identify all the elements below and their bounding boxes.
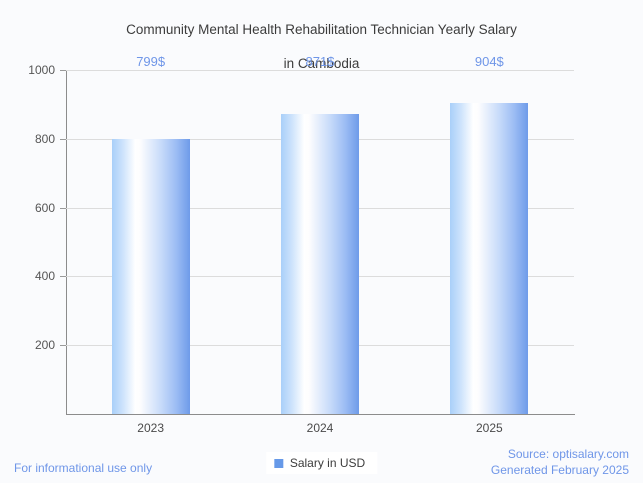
tick-mark xyxy=(60,207,66,209)
x-axis-line xyxy=(66,414,575,415)
bar-value-label: 799$ xyxy=(136,54,166,69)
source-text: Source: optisalary.com xyxy=(507,447,629,461)
y-tick-label: 400 xyxy=(34,269,55,284)
tick-mark xyxy=(60,276,66,278)
bar-value-label: 871$ xyxy=(305,54,335,69)
y-tick-label: 200 xyxy=(34,338,55,353)
bar-value-label: 904$ xyxy=(474,54,504,69)
category-label: 2025 xyxy=(475,421,503,435)
chart-title: Community Mental Health Rehabilitation T… xyxy=(0,4,643,72)
legend-label: Salary in USD xyxy=(289,456,366,470)
y-axis-line xyxy=(66,70,67,415)
legend-swatch-icon xyxy=(273,458,283,468)
y-tick-label: 1000 xyxy=(28,63,55,77)
plot-area: 200 400 600 800 1000 xyxy=(28,63,574,414)
generated-text: Generated February 2025 xyxy=(490,463,629,477)
chart-legend[interactable]: Salary in USD xyxy=(265,452,378,474)
bar[interactable] xyxy=(111,139,190,414)
gridline xyxy=(66,70,574,71)
chart-title-line1: Community Mental Health Rehabilitation T… xyxy=(126,22,517,37)
tick-mark xyxy=(60,138,66,140)
disclaimer-text: For informational use only xyxy=(14,461,153,475)
category-label: 2023 xyxy=(137,421,165,435)
category-label: 2024 xyxy=(306,421,334,435)
bar[interactable] xyxy=(281,114,359,414)
chart-title-line2: in Cambodia xyxy=(283,56,360,71)
source-block: Source: optisalary.com Generated Februar… xyxy=(491,446,629,478)
y-tick-label: 800 xyxy=(34,131,55,146)
y-tick-label: 600 xyxy=(34,200,55,215)
tick-mark xyxy=(60,345,66,347)
tick-mark xyxy=(60,70,66,71)
bar[interactable] xyxy=(450,103,529,414)
